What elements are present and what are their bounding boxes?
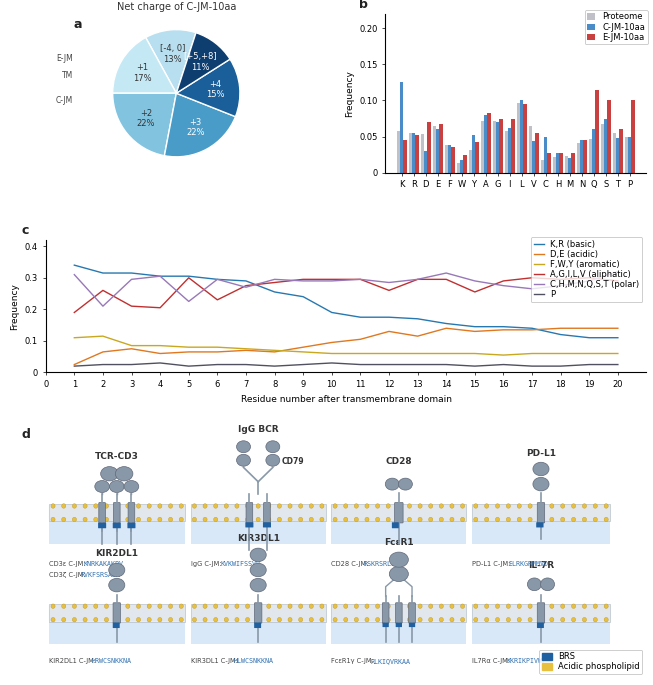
- Circle shape: [460, 617, 465, 622]
- A,G,I,L,V (aliphatic): [156, 303, 164, 312]
- K,R (basic): [299, 292, 307, 301]
- Circle shape: [407, 503, 411, 508]
- P: [270, 362, 278, 370]
- K,R (basic): [357, 313, 364, 321]
- Bar: [332, 521, 466, 544]
- FancyBboxPatch shape: [78, 69, 87, 82]
- Circle shape: [355, 517, 358, 522]
- Circle shape: [604, 604, 608, 608]
- Bar: [620, 129, 622, 173]
- K,R (basic): [242, 277, 250, 285]
- Bar: [596, 90, 599, 173]
- D,E (acidic): [500, 326, 507, 334]
- D,E (acidic): [557, 324, 565, 332]
- Circle shape: [76, 39, 89, 52]
- X-axis label: Residue number after transmembrane domain: Residue number after transmembrane domai…: [240, 395, 452, 403]
- Circle shape: [115, 617, 119, 622]
- Circle shape: [333, 517, 337, 522]
- Text: HLWCSNKKNA: HLWCSNKKNA: [233, 658, 273, 664]
- Text: [-4, 0]
13%: [-4, 0] 13%: [160, 45, 185, 64]
- Ellipse shape: [116, 466, 133, 481]
- Text: IL7Rα C-JM:: IL7Rα C-JM:: [472, 658, 512, 664]
- K,R (basic): [270, 288, 278, 296]
- Text: TCR-CD3: TCR-CD3: [95, 453, 138, 462]
- Circle shape: [571, 617, 576, 622]
- Circle shape: [246, 604, 249, 608]
- F,W,Y (aromatic): [471, 349, 479, 358]
- Ellipse shape: [533, 462, 549, 476]
- D,E (acidic): [99, 348, 107, 356]
- FancyBboxPatch shape: [409, 623, 415, 627]
- Circle shape: [418, 617, 422, 622]
- Bar: [50, 504, 185, 521]
- Circle shape: [343, 517, 348, 522]
- Legend: Proteome, C-JM-10aa, E-JM-10aa: Proteome, C-JM-10aa, E-JM-10aa: [584, 10, 648, 45]
- Ellipse shape: [266, 440, 279, 453]
- Text: KIR3DL1: KIR3DL1: [236, 534, 279, 543]
- Circle shape: [214, 503, 217, 508]
- Ellipse shape: [389, 552, 408, 567]
- Bar: [50, 604, 185, 622]
- P: [99, 360, 107, 369]
- Bar: [424, 151, 428, 173]
- Circle shape: [168, 617, 172, 622]
- Bar: [568, 158, 571, 173]
- C,H,M,N,Q,S,T (polar): [471, 277, 479, 285]
- F,W,Y (aromatic): [214, 343, 221, 351]
- Ellipse shape: [389, 566, 408, 582]
- Circle shape: [582, 503, 586, 508]
- FancyBboxPatch shape: [98, 523, 106, 528]
- Circle shape: [51, 617, 55, 622]
- Wedge shape: [146, 29, 196, 93]
- FancyBboxPatch shape: [128, 503, 135, 523]
- Circle shape: [506, 503, 511, 508]
- Circle shape: [473, 517, 478, 522]
- Bar: [472, 504, 610, 521]
- Ellipse shape: [124, 481, 138, 493]
- P: [471, 362, 479, 370]
- FancyBboxPatch shape: [537, 623, 544, 628]
- P: [385, 360, 393, 369]
- Text: d: d: [22, 427, 31, 440]
- Circle shape: [397, 604, 401, 608]
- C,H,M,N,Q,S,T (polar): [99, 302, 107, 310]
- Circle shape: [224, 503, 229, 508]
- F,W,Y (aromatic): [385, 349, 393, 358]
- Circle shape: [496, 503, 500, 508]
- Bar: [332, 504, 466, 521]
- Circle shape: [355, 617, 358, 622]
- Bar: [472, 135, 475, 173]
- Circle shape: [439, 617, 443, 622]
- Circle shape: [561, 503, 565, 508]
- Bar: [604, 119, 607, 173]
- A,G,I,L,V (aliphatic): [500, 277, 507, 285]
- K,R (basic): [500, 323, 507, 331]
- K,R (basic): [214, 275, 221, 284]
- Ellipse shape: [385, 478, 399, 490]
- Circle shape: [246, 517, 249, 522]
- Circle shape: [375, 617, 379, 622]
- Bar: [191, 604, 326, 622]
- Bar: [50, 622, 185, 644]
- Circle shape: [450, 617, 454, 622]
- D,E (acidic): [442, 324, 450, 332]
- F,W,Y (aromatic): [328, 349, 336, 358]
- Circle shape: [256, 517, 261, 522]
- Text: HRWCSNKKNA: HRWCSNKKNA: [92, 658, 132, 664]
- Bar: [500, 119, 503, 173]
- Circle shape: [158, 604, 162, 608]
- A,G,I,L,V (aliphatic): [71, 308, 78, 316]
- Circle shape: [439, 604, 443, 608]
- FancyBboxPatch shape: [537, 503, 545, 523]
- Circle shape: [571, 604, 576, 608]
- Circle shape: [278, 503, 281, 508]
- Circle shape: [235, 517, 239, 522]
- Bar: [332, 604, 466, 622]
- Text: C-JM: C-JM: [56, 97, 73, 105]
- Circle shape: [235, 617, 239, 622]
- Bar: [584, 140, 586, 173]
- Circle shape: [604, 503, 608, 508]
- Bar: [421, 134, 424, 173]
- Circle shape: [224, 617, 229, 622]
- Bar: [616, 138, 620, 173]
